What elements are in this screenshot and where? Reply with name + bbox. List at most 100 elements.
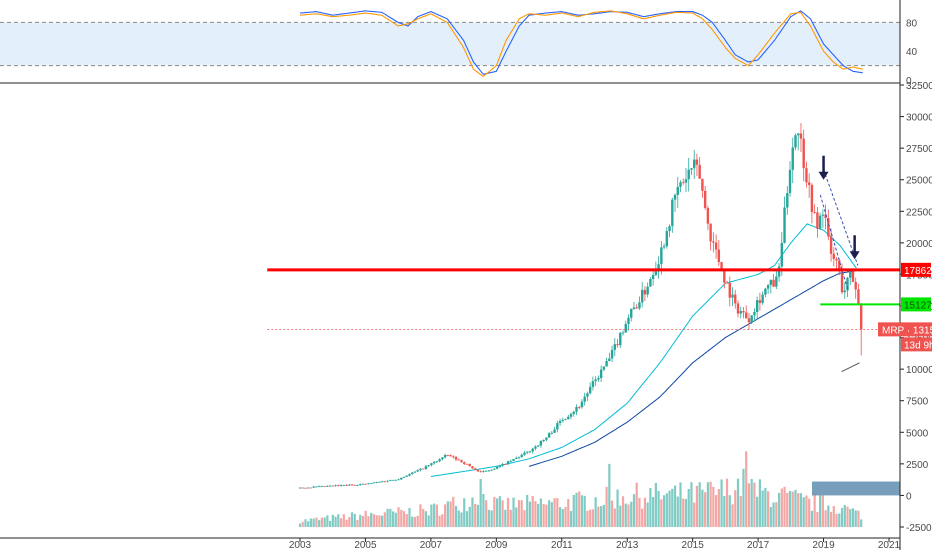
candle[interactable] xyxy=(367,483,370,485)
candle[interactable] xyxy=(821,214,825,216)
candle[interactable] xyxy=(471,466,474,469)
candle[interactable] xyxy=(438,459,441,462)
candle[interactable] xyxy=(682,182,685,184)
candle[interactable] xyxy=(364,483,367,485)
candle[interactable] xyxy=(372,482,376,484)
candle[interactable] xyxy=(621,332,625,334)
candle[interactable] xyxy=(435,461,439,462)
candle[interactable] xyxy=(550,432,554,434)
candle[interactable] xyxy=(591,381,595,387)
candle[interactable] xyxy=(613,344,617,350)
candle[interactable] xyxy=(755,300,759,313)
candle[interactable] xyxy=(662,246,666,248)
candle[interactable] xyxy=(739,311,742,314)
candle[interactable] xyxy=(638,302,641,309)
candle[interactable] xyxy=(408,473,411,476)
candle[interactable] xyxy=(326,485,329,487)
candle[interactable] xyxy=(660,247,663,265)
candle[interactable] xyxy=(703,190,707,208)
candle[interactable] xyxy=(495,466,499,469)
candle[interactable] xyxy=(432,461,436,464)
candle[interactable] xyxy=(797,133,800,136)
candle[interactable] xyxy=(397,479,400,481)
candle[interactable] xyxy=(572,411,575,414)
candle[interactable] xyxy=(350,484,354,486)
candle[interactable] xyxy=(523,452,526,455)
candle[interactable] xyxy=(747,318,751,323)
candle[interactable] xyxy=(539,441,543,446)
candle[interactable] xyxy=(312,486,315,488)
candle[interactable] xyxy=(723,270,726,283)
candle[interactable] xyxy=(378,481,381,483)
candle[interactable] xyxy=(369,483,373,484)
candle[interactable] xyxy=(698,164,701,179)
candle[interactable] xyxy=(424,466,428,469)
candle[interactable] xyxy=(328,485,332,487)
candle[interactable] xyxy=(542,439,545,442)
candle[interactable] xyxy=(624,323,627,333)
candle[interactable] xyxy=(473,468,477,470)
candle[interactable] xyxy=(556,423,559,430)
candle[interactable] xyxy=(832,253,836,259)
candle[interactable] xyxy=(583,396,586,402)
candle[interactable] xyxy=(651,275,655,280)
oscillator-series-line[interactable] xyxy=(299,10,863,75)
candle[interactable] xyxy=(597,378,600,380)
candle[interactable] xyxy=(750,315,753,323)
candle[interactable] xyxy=(717,249,721,263)
candle[interactable] xyxy=(769,279,773,285)
candle[interactable] xyxy=(673,194,677,200)
candle[interactable] xyxy=(692,159,696,169)
candle[interactable] xyxy=(564,419,567,420)
candle[interactable] xyxy=(766,284,770,289)
candle[interactable] xyxy=(794,135,797,148)
candle[interactable] xyxy=(602,366,606,370)
candle[interactable] xyxy=(846,277,849,291)
candle[interactable] xyxy=(775,276,778,287)
candle[interactable] xyxy=(353,484,356,486)
candle[interactable] xyxy=(317,486,321,488)
candle[interactable] xyxy=(504,463,507,465)
candle[interactable] xyxy=(758,300,762,303)
candle[interactable] xyxy=(465,463,469,465)
candle[interactable] xyxy=(383,481,387,483)
candle[interactable] xyxy=(610,349,614,359)
candle[interactable] xyxy=(616,344,619,346)
candle[interactable] xyxy=(490,469,493,471)
candle[interactable] xyxy=(402,476,406,478)
candle[interactable] xyxy=(454,457,458,460)
candle[interactable] xyxy=(430,463,433,466)
candle[interactable] xyxy=(427,465,430,467)
candle[interactable] xyxy=(657,264,660,272)
candle[interactable] xyxy=(515,457,518,459)
candle[interactable] xyxy=(843,290,846,293)
candle[interactable] xyxy=(849,271,852,278)
candle[interactable] xyxy=(558,420,562,424)
candle[interactable] xyxy=(375,482,378,483)
candle[interactable] xyxy=(728,282,731,298)
candle[interactable] xyxy=(643,289,647,295)
candle[interactable] xyxy=(419,468,422,471)
candle[interactable] xyxy=(580,401,584,408)
candle[interactable] xyxy=(802,138,805,169)
candle[interactable] xyxy=(695,159,699,165)
candle[interactable] xyxy=(334,485,337,487)
candle[interactable] xyxy=(331,485,335,487)
candle[interactable] xyxy=(780,242,783,267)
range-box[interactable] xyxy=(812,481,900,496)
candle[interactable] xyxy=(460,460,463,463)
candle[interactable] xyxy=(772,279,775,287)
candle[interactable] xyxy=(394,479,398,481)
candle[interactable] xyxy=(731,294,734,298)
trendline[interactable] xyxy=(841,362,860,373)
candle[interactable] xyxy=(588,386,592,394)
candle[interactable] xyxy=(654,271,658,276)
candle[interactable] xyxy=(386,480,389,482)
candle[interactable] xyxy=(640,289,644,303)
candle[interactable] xyxy=(742,311,745,313)
candle[interactable] xyxy=(712,241,715,243)
candle[interactable] xyxy=(337,485,340,487)
candle[interactable] xyxy=(413,471,417,473)
candle[interactable] xyxy=(501,463,504,466)
candle[interactable] xyxy=(536,445,540,447)
